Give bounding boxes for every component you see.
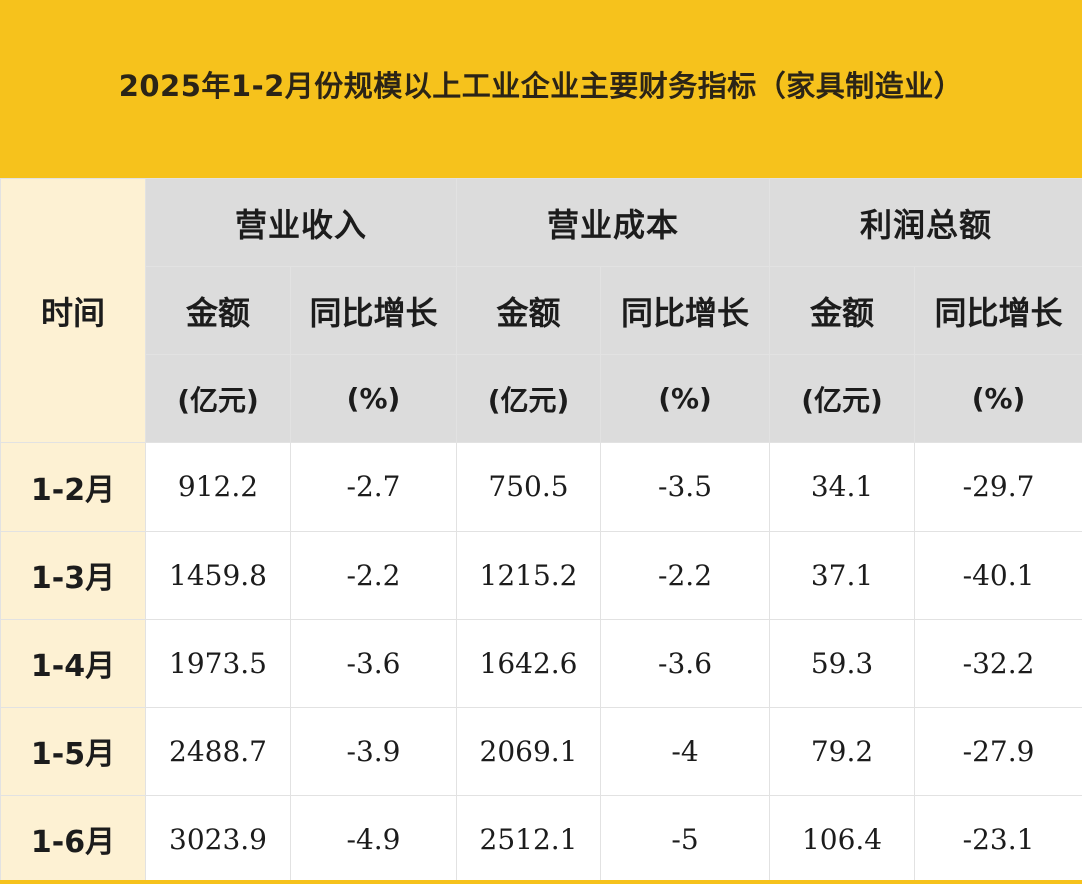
time-column-header: 时间 [0, 177, 146, 444]
cost-yoy-cell: -5 [600, 794, 771, 884]
table-row: 1-6月 3023.9 -4.9 2512.1 -5 106.4 -23.1 [0, 794, 1082, 884]
table-row: 1-2月 912.2 -2.7 750.5 -3.5 34.1 -29.7 [0, 442, 1082, 532]
revenue-yoy-cell: -2.7 [289, 442, 458, 532]
revenue-yoy-cell: -2.2 [289, 530, 458, 620]
cost-cell: 750.5 [456, 442, 602, 532]
profit-yoy-cell: -23.1 [914, 794, 1082, 884]
cost-yoy-cell: -3.6 [600, 618, 771, 708]
period-cell: 1-6月 [0, 794, 146, 884]
revenue-yoy-cell: -4.9 [289, 794, 458, 884]
profit-cell: 34.1 [769, 442, 916, 532]
group-header-revenue: 营业收入 [144, 177, 458, 268]
table-title: 2025年1-2月份规模以上工业企业主要财务指标（家具制造业） [118, 69, 964, 103]
period-cell: 1-2月 [0, 442, 146, 532]
unit-amount: (亿元) [769, 354, 916, 444]
group-header-profit: 利润总额 [769, 177, 1082, 268]
unit-percent: (%) [289, 354, 458, 444]
sub-header-amount: 金额 [456, 266, 602, 356]
group-header-row: 时间 营业收入 营业成本 利润总额 [0, 177, 1082, 444]
period-cell: 1-4月 [0, 618, 146, 708]
cost-yoy-cell: -3.5 [600, 442, 771, 532]
bottom-accent-line [0, 880, 1082, 884]
profit-yoy-cell: -32.2 [914, 618, 1082, 708]
financial-indicators-table: 时间 营业收入 营业成本 利润总额 金额 同比增长 金额 同比增长 金额 同比增… [0, 177, 1082, 884]
sub-header-yoy: 同比增长 [600, 266, 771, 356]
revenue-cell: 2488.7 [145, 706, 291, 796]
profit-yoy-cell: -40.1 [914, 530, 1082, 620]
cost-yoy-cell: -2.2 [600, 530, 771, 620]
unit-amount: (亿元) [145, 354, 291, 444]
profit-yoy-cell: -29.7 [914, 442, 1082, 532]
cost-cell: 2512.1 [456, 794, 602, 884]
period-cell: 1-5月 [0, 706, 146, 796]
profit-yoy-cell: -27.9 [914, 706, 1082, 796]
sub-header-amount: 金额 [769, 266, 916, 356]
unit-percent: (%) [914, 354, 1082, 444]
period-cell: 1-3月 [0, 530, 146, 620]
profit-cell: 37.1 [769, 530, 916, 620]
cost-cell: 2069.1 [456, 706, 602, 796]
group-header-cost: 营业成本 [456, 177, 771, 268]
sub-header-row: 金额 同比增长 金额 同比增长 金额 同比增长 [1, 266, 1082, 356]
cost-cell: 1215.2 [456, 530, 602, 620]
table-row: 1-3月 1459.8 -2.2 1215.2 -2.2 37.1 -40.1 [0, 530, 1082, 620]
revenue-cell: 912.2 [145, 442, 291, 532]
title-banner: 2025年1-2月份规模以上工业企业主要财务指标（家具制造业） [0, 0, 1082, 178]
cost-cell: 1642.6 [456, 618, 602, 708]
revenue-cell: 1973.5 [145, 618, 291, 708]
table-row: 1-5月 2488.7 -3.9 2069.1 -4 79.2 -27.9 [0, 706, 1082, 796]
sub-header-yoy: 同比增长 [914, 266, 1082, 356]
unit-percent: (%) [600, 354, 771, 444]
sub-header-yoy: 同比增长 [289, 266, 458, 356]
profit-cell: 79.2 [769, 706, 916, 796]
sub-header-amount: 金额 [145, 266, 291, 356]
revenue-yoy-cell: -3.9 [289, 706, 458, 796]
cost-yoy-cell: -4 [600, 706, 771, 796]
unit-header-row: (亿元) (%) (亿元) (%) (亿元) (%) [1, 354, 1082, 444]
revenue-cell: 3023.9 [145, 794, 291, 884]
revenue-cell: 1459.8 [145, 530, 291, 620]
profit-cell: 59.3 [769, 618, 916, 708]
table-row: 1-4月 1973.5 -3.6 1642.6 -3.6 59.3 -32.2 [0, 618, 1082, 708]
profit-cell: 106.4 [769, 794, 916, 884]
unit-amount: (亿元) [456, 354, 602, 444]
revenue-yoy-cell: -3.6 [289, 618, 458, 708]
